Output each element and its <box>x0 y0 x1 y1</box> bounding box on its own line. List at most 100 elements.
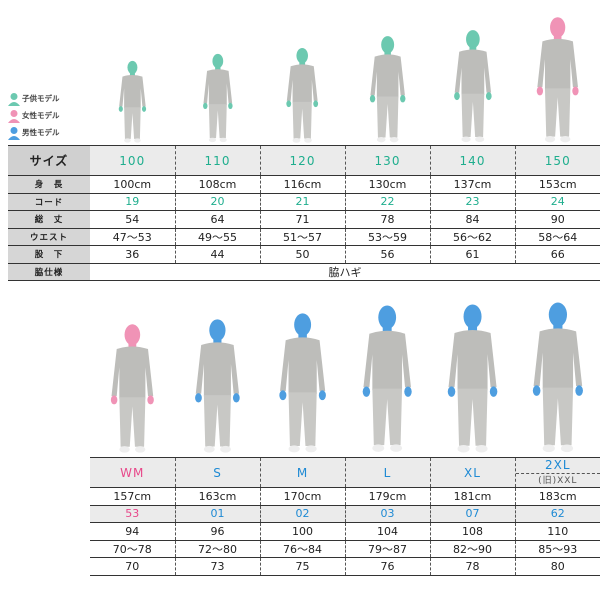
model-silhouette <box>453 30 492 143</box>
code-cell: 21 <box>259 193 345 211</box>
model-figure <box>175 295 260 453</box>
table-row: 53 01 02 03 07 62 <box>90 505 600 523</box>
model-silhouette <box>202 54 233 143</box>
model-silhouette <box>279 313 326 453</box>
row-label: 総 丈 <box>8 210 90 229</box>
size-table-adults: WM S M L XL 2XL (旧)XXL 157cm 163cm 170cm 179cm 18… <box>90 457 600 576</box>
waist-cell: 49〜55 <box>174 228 260 246</box>
model-figure <box>175 10 260 143</box>
size-cell: WM <box>90 457 175 488</box>
model-silhouette <box>286 47 319 143</box>
row-label: コード <box>8 193 90 211</box>
height-cell: 181cm <box>429 487 515 506</box>
model-silhouette <box>447 304 498 453</box>
waist-cell: 47〜53 <box>90 228 175 246</box>
size-cell: 130 <box>344 145 430 176</box>
waist-cell: 53〜59 <box>344 228 430 246</box>
waist-cell: 56〜62 <box>429 228 515 246</box>
inseam-cell: 75 <box>259 557 345 576</box>
old-size-label: (旧)XXL <box>515 472 600 487</box>
length-cell: 104 <box>344 522 430 541</box>
table-row: 157cm 163cm 170cm 179cm 181cm 183cm <box>90 487 600 506</box>
code-cell: 20 <box>174 193 260 211</box>
length-cell: 96 <box>174 522 260 541</box>
inseam-cell: 78 <box>429 557 515 576</box>
person-icon <box>8 109 20 123</box>
inseam-cell: 50 <box>259 245 345 264</box>
model-silhouette <box>369 36 406 143</box>
table-row: コード 19 20 21 22 23 24 <box>8 193 600 211</box>
table-row: 身 長 100cm 108cm 116cm 130cm 137cm 153cm <box>8 175 600 194</box>
inseam-cell: 61 <box>429 245 515 264</box>
legend-item-man: 男性モデル <box>8 124 60 141</box>
model-figure <box>90 10 175 143</box>
size-cell: 2XL (旧)XXL <box>514 457 600 488</box>
code-cell: 03 <box>344 505 430 523</box>
row-label: 脇仕様 <box>8 263 90 281</box>
size-label: 2XL <box>544 457 571 472</box>
height-cell: 130cm <box>344 175 430 194</box>
code-cell: 62 <box>514 505 600 523</box>
model-silhouette <box>532 302 583 453</box>
code-cell: 19 <box>90 193 175 211</box>
inseam-cell: 66 <box>514 245 600 264</box>
size-cell: 100 <box>90 145 175 176</box>
model-figure <box>430 10 515 143</box>
length-cell: 84 <box>429 210 515 229</box>
size-table-kids: サイズ 100 110 120 130 140 150 身 長 100cm 108cm 116… <box>8 145 600 281</box>
waist-cell: 82〜90 <box>429 540 515 558</box>
height-cell: 183cm <box>514 487 600 506</box>
length-cell: 54 <box>90 210 175 229</box>
row-label: 股 下 <box>8 245 90 264</box>
size-cell: 150 <box>514 145 600 176</box>
model-silhouette <box>111 324 154 453</box>
legend-label: 男性モデル <box>22 128 60 137</box>
row-label: 身 長 <box>8 175 90 194</box>
height-cell: 153cm <box>514 175 600 194</box>
length-cell: 90 <box>514 210 600 229</box>
table-row: WM S M L XL 2XL (旧)XXL <box>90 457 600 488</box>
height-cell: 163cm <box>174 487 260 506</box>
legend-item-kid: 子供モデル <box>8 90 60 107</box>
height-cell: 137cm <box>429 175 515 194</box>
table-row: 股 下 36 44 50 56 61 66 <box>8 245 600 264</box>
height-cell: 116cm <box>259 175 345 194</box>
row-label: サイズ <box>8 145 90 176</box>
table-row: 70〜78 72〜80 76〜84 79〜87 82〜90 85〜93 <box>90 540 600 558</box>
waist-cell: 51〜57 <box>259 228 345 246</box>
side-spec-cell: 脇ハギ <box>90 263 600 281</box>
model-figure <box>260 10 345 143</box>
model-silhouette <box>536 17 579 143</box>
model-figure <box>515 295 600 453</box>
model-silhouette <box>118 60 147 143</box>
height-cell: 108cm <box>174 175 260 194</box>
inseam-cell: 56 <box>344 245 430 264</box>
height-cell: 157cm <box>90 487 175 506</box>
length-cell: 108 <box>429 522 515 541</box>
table-row: サイズ 100 110 120 130 140 150 <box>8 145 600 176</box>
model-photos-adults <box>90 295 600 453</box>
person-icon <box>8 92 20 106</box>
waist-cell: 58〜64 <box>514 228 600 246</box>
waist-cell: 70〜78 <box>90 540 175 558</box>
legend-label: 女性モデル <box>22 111 60 120</box>
length-cell: 100 <box>259 522 345 541</box>
inseam-cell: 70 <box>90 557 175 576</box>
table-row: ウエスト 47〜53 49〜55 51〜57 53〜59 56〜62 58〜64 <box>8 228 600 246</box>
size-cell: M <box>259 457 345 488</box>
waist-cell: 85〜93 <box>514 540 600 558</box>
height-cell: 100cm <box>90 175 175 194</box>
size-cell: 140 <box>429 145 515 176</box>
model-figure <box>430 295 515 453</box>
person-icon <box>8 126 20 140</box>
model-figure <box>90 295 175 453</box>
length-cell: 78 <box>344 210 430 229</box>
length-cell: 110 <box>514 522 600 541</box>
waist-cell: 79〜87 <box>344 540 430 558</box>
size-cell: 120 <box>259 145 345 176</box>
size-cell: 110 <box>174 145 260 176</box>
inseam-cell: 80 <box>514 557 600 576</box>
table-row: 94 96 100 104 108 110 <box>90 522 600 541</box>
length-cell: 64 <box>174 210 260 229</box>
waist-cell: 72〜80 <box>174 540 260 558</box>
